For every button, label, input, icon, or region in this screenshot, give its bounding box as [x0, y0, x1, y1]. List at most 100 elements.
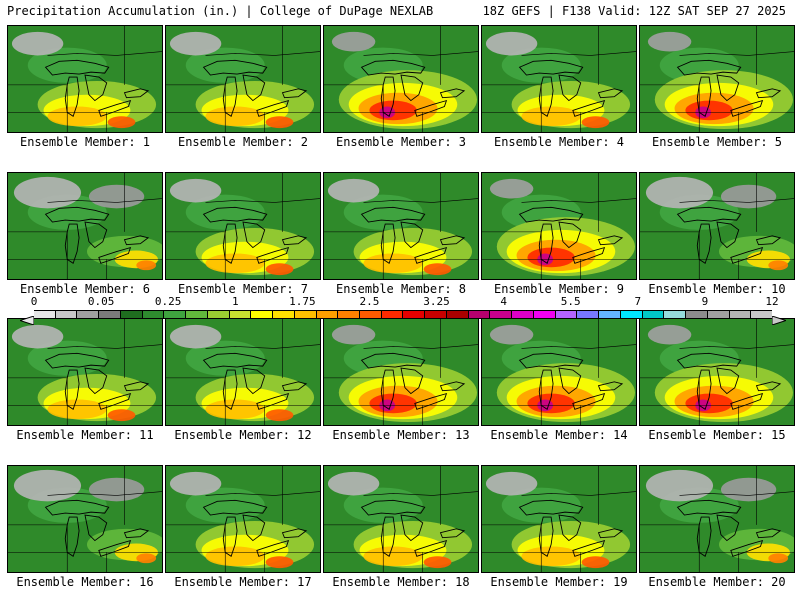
precip-map-graphic: [640, 319, 794, 425]
map-title: Precipitation Accumulation (in.) | Colle…: [7, 4, 434, 18]
ensemble-map-panel: [7, 172, 163, 280]
run-valid-time: 18Z GEFS | F138 Valid: 12Z SAT SEP 27 20…: [482, 4, 786, 18]
ensemble-map-panel: [481, 25, 637, 133]
precip-map-graphic: [8, 466, 162, 572]
legend-color-swatch: [642, 311, 665, 318]
legend-color-swatch: [490, 311, 513, 318]
ensemble-member-label: Ensemble Member: 8: [335, 282, 467, 296]
ensemble-map-panel: [481, 172, 637, 280]
precip-map-graphic: [166, 26, 320, 132]
ensemble-member-label: Ensemble Member: 20: [648, 575, 786, 589]
legend-color-swatch: [425, 311, 447, 318]
legend-tick-label: 3.25: [423, 295, 450, 308]
legend-color-swatch: [686, 311, 708, 318]
legend-color-bar: [34, 310, 772, 319]
precip-map-graphic: [640, 26, 794, 132]
ensemble-map-panel: [7, 25, 163, 133]
precip-map-graphic: [482, 26, 636, 132]
legend-left-arrow-icon: [18, 310, 35, 329]
legend-color-swatch: [34, 311, 56, 318]
legend-color-swatch: [729, 311, 752, 318]
ensemble-member-label: Ensemble Member: 4: [493, 135, 625, 149]
ensemble-member-label: Ensemble Member: 14: [490, 428, 628, 442]
precip-map-graphic: [482, 466, 636, 572]
legend-color-swatch: [360, 311, 382, 318]
ensemble-map-panel: [481, 318, 637, 426]
ensemble-member-label: Ensemble Member: 6: [19, 282, 151, 296]
legend-tick-label: 0.05: [87, 295, 115, 308]
ensemble-map-panel: [165, 318, 321, 426]
ensemble-member-label: Ensemble Member: 5: [651, 135, 783, 149]
legend-color-swatch: [512, 311, 534, 318]
legend-color-swatch: [599, 311, 621, 318]
legend-tick-label: 0: [30, 295, 38, 308]
legend-color-swatch: [77, 311, 100, 318]
precip-map-graphic: [482, 319, 636, 425]
ensemble-map-panel: [323, 172, 479, 280]
legend-tick-label: 2.5: [359, 295, 380, 308]
legend-color-swatch: [751, 311, 772, 318]
ensemble-map-panel: [165, 172, 321, 280]
legend-tick-label: 1: [231, 295, 239, 308]
legend-tick-label: 0.25: [154, 295, 182, 308]
legend-tick-label: 5.5: [560, 295, 581, 308]
ensemble-map-panel: [323, 25, 479, 133]
precip-map-graphic: [8, 319, 162, 425]
ensemble-member-label: Ensemble Member: 15: [648, 428, 786, 442]
precip-map-graphic: [324, 319, 478, 425]
ensemble-member-label: Ensemble Member: 7: [177, 282, 309, 296]
legend-color-swatch: [620, 311, 643, 318]
legend-color-swatch: [294, 311, 317, 318]
ensemble-map-panel: [481, 465, 637, 573]
precip-map-graphic: [324, 173, 478, 279]
ensemble-member-label: Ensemble Member: 13: [332, 428, 470, 442]
legend-color-swatch: [251, 311, 274, 318]
legend-color-swatch: [207, 311, 230, 318]
precip-map-graphic: [166, 466, 320, 572]
legend-color-swatch: [164, 311, 187, 318]
legend-color-swatch: [403, 311, 426, 318]
precip-map-graphic: [640, 466, 794, 572]
ensemble-member-label: Ensemble Member: 18: [332, 575, 470, 589]
legend-color-swatch: [664, 311, 687, 318]
legend-color-swatch: [142, 311, 165, 318]
precip-map-graphic: [166, 319, 320, 425]
legend-color-swatch: [55, 311, 78, 318]
ensemble-map-panel: [639, 318, 795, 426]
legend-right-arrow-icon: [771, 310, 788, 329]
ensemble-member-label: Ensemble Member: 17: [174, 575, 312, 589]
ensemble-member-label: Ensemble Member: 3: [335, 135, 467, 149]
precip-map-graphic: [166, 173, 320, 279]
ensemble-map-panel: [165, 465, 321, 573]
legend-color-swatch: [446, 311, 469, 318]
ensemble-member-label: Ensemble Member: 10: [648, 282, 786, 296]
precip-map-graphic: [324, 26, 478, 132]
legend-color-swatch: [229, 311, 252, 318]
legend-color-swatch: [468, 311, 491, 318]
legend-tick-label: 4: [500, 295, 507, 308]
legend-color-swatch: [381, 311, 404, 318]
precip-color-legend: 0 0.05 0.25 1 1.75 2.5 3.25 4 5.5 7 9 12: [18, 295, 788, 326]
precip-map-graphic: [324, 466, 478, 572]
precip-map-graphic: [8, 26, 162, 132]
precip-map-graphic: [8, 173, 162, 279]
legend-color-swatch: [707, 311, 730, 318]
legend-color-swatch: [316, 311, 339, 318]
ensemble-member-label: Ensemble Member: 9: [493, 282, 625, 296]
legend-tick-label: 12: [765, 295, 779, 308]
ensemble-member-label: Ensemble Member: 12: [174, 428, 312, 442]
ensemble-map-panel: [323, 465, 479, 573]
ensemble-member-label: Ensemble Member: 19: [490, 575, 628, 589]
ensemble-member-label: Ensemble Member: 2: [177, 135, 309, 149]
legend-tick-label: 1.75: [289, 295, 316, 308]
ensemble-map-panel: [7, 318, 163, 426]
legend-color-swatch: [120, 311, 143, 318]
legend-tick-label: 9: [701, 295, 709, 308]
ensemble-map-panel: [323, 318, 479, 426]
legend-color-swatch: [273, 311, 295, 318]
ensemble-map-panel: [165, 25, 321, 133]
legend-color-swatch: [555, 311, 578, 318]
legend-color-swatch: [186, 311, 208, 318]
precip-map-graphic: [640, 173, 794, 279]
legend-color-swatch: [338, 311, 361, 318]
